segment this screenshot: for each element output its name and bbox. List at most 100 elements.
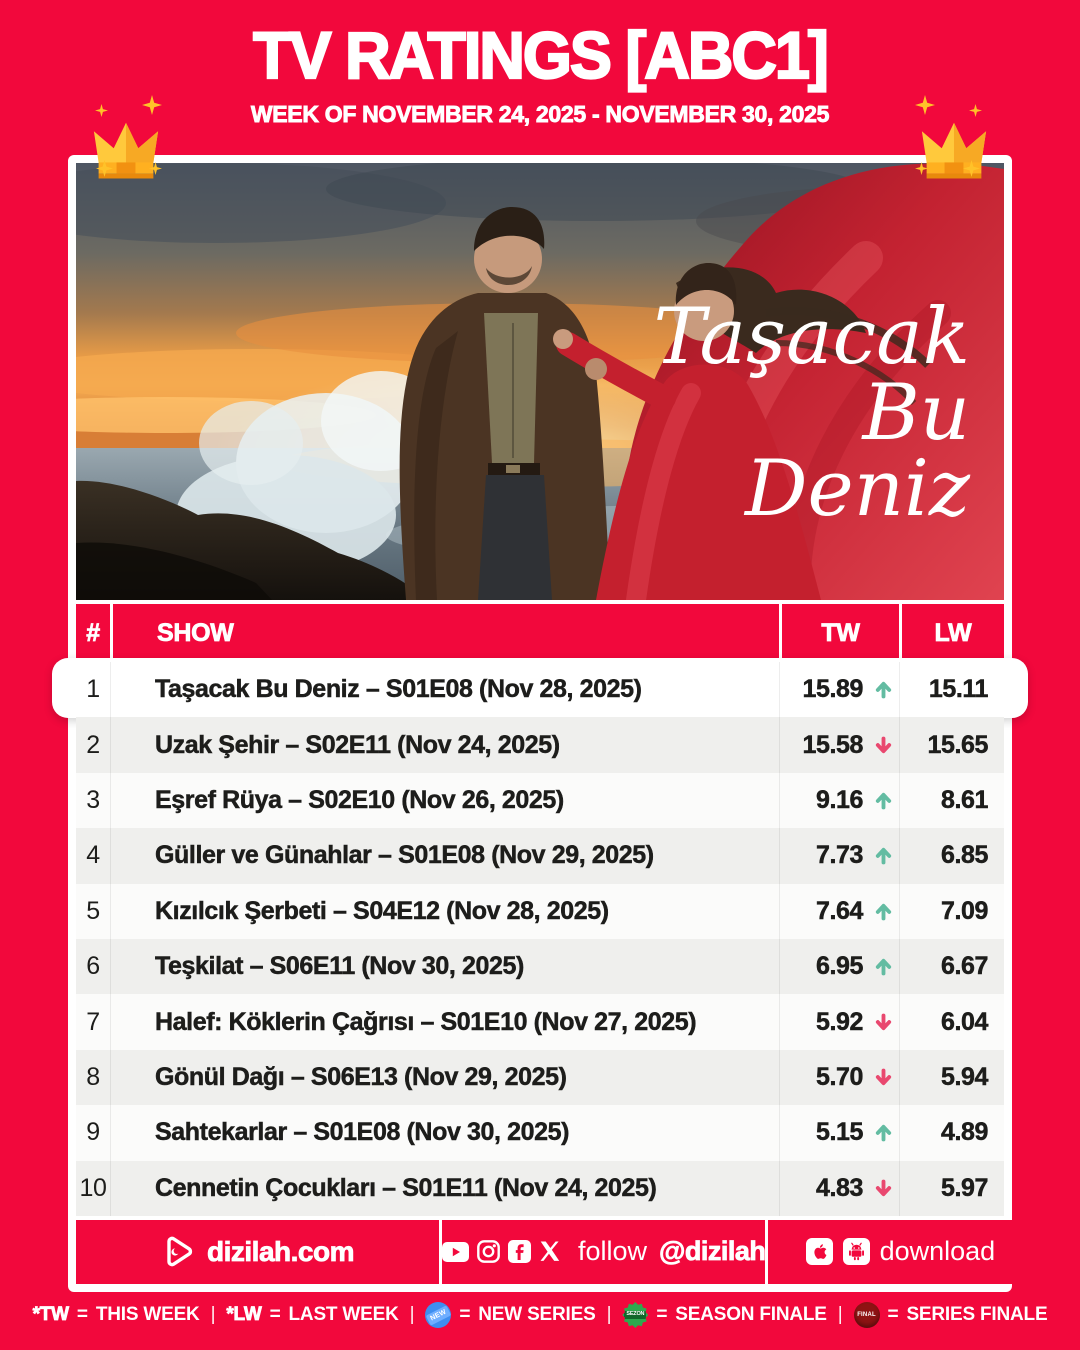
new-series-badge-icon: NEW: [425, 1302, 452, 1328]
rank-cell: 9: [86, 1118, 100, 1147]
lw-cell: 6.04: [899, 994, 1004, 1050]
table-row: 10 Cennetin Çocukları – S01E11 (Nov 24, 2…: [76, 1160, 1004, 1216]
rank-cell: 1: [86, 675, 100, 704]
legend-separator: |: [606, 1304, 612, 1325]
download-label: download: [879, 1236, 996, 1267]
table-row: 3 Eşref Rüya – S02E10 (Nov 26, 2025) 9.16 8…: [76, 772, 1004, 829]
rank-cell: 2: [86, 730, 100, 759]
tw-cell: 15.89: [779, 662, 899, 718]
lw-cell: 8.61: [899, 772, 1004, 829]
legend-season-value: SEASON FINALE: [675, 1304, 827, 1325]
tw-value: 5.70: [815, 1062, 864, 1092]
tw-cell: 15.58: [779, 717, 899, 773]
trend-down-icon: [873, 735, 894, 756]
trend-up-icon: [873, 845, 894, 866]
follow-button[interactable]: follow @dizilah: [442, 1219, 766, 1284]
col-show: SHOW: [110, 604, 779, 662]
legend-new-value: NEW SERIES: [478, 1304, 596, 1325]
tw-value: 9.16: [815, 785, 864, 815]
week-range: WEEK OF NOVEMBER 24, 2025 - NOVEMBER 30,…: [250, 101, 830, 128]
dizilah-logo-icon: [161, 1235, 195, 1269]
legend-equals: =: [887, 1304, 899, 1325]
tw-value: 15.58: [802, 730, 863, 759]
show-cell: Gönül Dağı – S06E13 (Nov 29, 2025): [110, 1049, 779, 1106]
trend-up-icon: [873, 679, 894, 700]
season-finale-badge-icon: SEZON: [622, 1302, 649, 1328]
table-row: 4 Güller ve Günahlar – S01E08 (Nov 29, 20…: [76, 828, 1004, 884]
lw-cell: 15.11: [899, 662, 1004, 718]
table-row: 2 Uzak Şehir – S02E11 (Nov 24, 2025) 15.58…: [76, 717, 1004, 773]
follow-label: follow: [578, 1236, 648, 1267]
tw-cell: 4.83: [779, 1160, 899, 1216]
table-row: 9 Sahtekarlar – S01E08 (Nov 30, 2025) 5.15…: [76, 1105, 1004, 1161]
lw-cell: 5.94: [899, 1049, 1004, 1106]
footer-bar: dizilah.com follow: [76, 1219, 1033, 1284]
show-cell: Cennetin Çocukları – S01E11 (Nov 24, 202…: [110, 1160, 779, 1216]
trend-up-icon: [873, 901, 894, 922]
show-cell: Eşref Rüya – S02E10 (Nov 26, 2025): [110, 772, 779, 829]
crown-icon: [920, 119, 988, 183]
rank-cell: 10: [79, 1173, 107, 1202]
website-button[interactable]: dizilah.com: [76, 1219, 439, 1284]
trend-down-icon: [873, 1012, 894, 1033]
rank-cell: 6: [86, 952, 100, 981]
lw-cell: 4.89: [899, 1105, 1004, 1161]
legend-lw-value: LAST WEEK: [288, 1304, 399, 1325]
table-row: 8 Gönül Dağı – S06E13 (Nov 29, 2025) 5.70 5…: [76, 1049, 1004, 1106]
legend-equals: =: [459, 1304, 471, 1325]
trend-up-icon: [873, 790, 894, 811]
col-rank: #: [86, 618, 101, 647]
tw-value: 5.15: [815, 1118, 864, 1147]
legend-separator: |: [409, 1304, 415, 1325]
rank-cell: 7: [86, 1007, 100, 1036]
lw-cell: 6.67: [899, 938, 1004, 995]
tw-value: 6.95: [815, 952, 864, 981]
show-cell: Güller ve Günahlar – S01E08 (Nov 29, 202…: [110, 828, 779, 884]
table-header: # SHOW TW LW: [76, 604, 1004, 662]
legend-tw-key: *TW: [32, 1304, 69, 1326]
content-card: Taşacak Bu Deniz # SHOW TW LW 1 Taşacak B…: [52, 155, 1033, 1292]
x-icon: [539, 1240, 562, 1263]
page-header: TV RATINGS [ABC1] WEEK OF NOVEMBER 24, 2…: [0, 18, 1080, 128]
legend-tw-value: THIS WEEK: [95, 1304, 200, 1325]
tw-value: 7.64: [815, 896, 864, 926]
table-row: 7 Halef: Köklerin Çağrısı – S01E10 (Nov 2…: [76, 994, 1004, 1050]
trend-down-icon: [873, 1067, 894, 1088]
page-title: TV RATINGS [ABC1]: [252, 18, 830, 94]
trend-down-icon: [873, 1178, 894, 1199]
lw-cell: 15.65: [899, 717, 1004, 773]
crown-icon: [92, 119, 160, 183]
table-row: 6 Teşkilat – S06E11 (Nov 30, 2025) 6.95 6.6…: [76, 938, 1004, 995]
trend-up-icon: [873, 1122, 894, 1143]
download-button[interactable]: download: [768, 1219, 1033, 1284]
show-cell: Sahtekarlar – S01E08 (Nov 30, 2025): [110, 1105, 779, 1161]
lw-cell: 6.85: [899, 828, 1004, 884]
trend-up-icon: [873, 956, 894, 977]
lw-cell: 7.09: [899, 883, 1004, 939]
rank-cell: 5: [86, 896, 100, 925]
legend-lw-key: *LW: [226, 1304, 262, 1326]
website-label: dizilah.com: [207, 1235, 355, 1268]
tw-cell: 5.70: [779, 1049, 899, 1106]
tw-cell: 9.16: [779, 772, 899, 829]
rank-cell: 8: [86, 1062, 100, 1091]
tw-cell: 6.95: [779, 938, 899, 995]
col-lw: LW: [899, 604, 1004, 662]
show-cell: Kızılcık Şerbeti – S04E12 (Nov 28, 2025): [110, 883, 779, 939]
show-cell: Teşkilat – S06E11 (Nov 30, 2025): [110, 938, 779, 995]
tw-value: 4.83: [815, 1173, 864, 1202]
apple-icon: [805, 1238, 833, 1266]
tw-cell: 7.64: [779, 883, 899, 939]
legend: *TW = THIS WEEK | *LW = LAST WEEK | NEW …: [0, 1302, 1080, 1328]
tw-cell: 5.92: [779, 994, 899, 1050]
youtube-icon: [442, 1241, 469, 1262]
facebook-icon: [508, 1240, 531, 1264]
table-body: 1 Taşacak Bu Deniz – S01E08 (Nov 28, 2025…: [52, 657, 1028, 1216]
legend-equals: =: [269, 1304, 281, 1325]
android-icon: [842, 1238, 870, 1266]
show-cell: Uzak Şehir – S02E11 (Nov 24, 2025): [110, 717, 779, 773]
tw-value: 15.89: [802, 675, 863, 704]
lw-cell: 5.97: [899, 1160, 1004, 1216]
col-tw: TW: [779, 604, 899, 662]
